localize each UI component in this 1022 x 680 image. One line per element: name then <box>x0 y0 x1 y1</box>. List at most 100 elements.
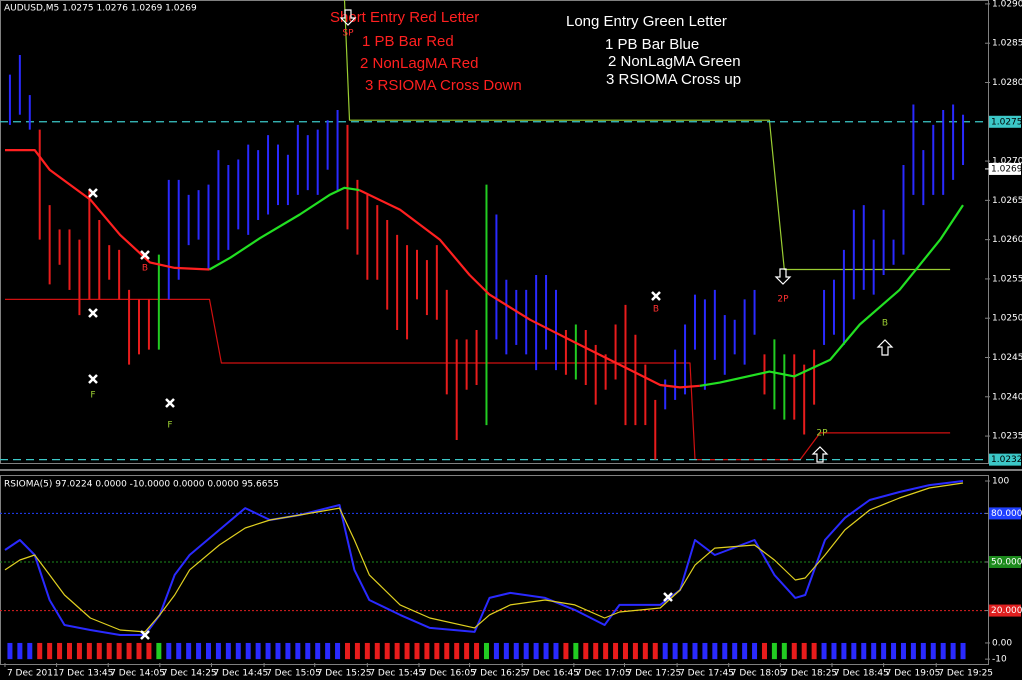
short-item: 1 PB Bar Red <box>362 33 454 50</box>
signal-bar <box>613 642 619 660</box>
signal-bar <box>483 642 489 660</box>
signal-bar <box>37 642 43 660</box>
rsioma-line <box>4 482 964 633</box>
signal-bar <box>563 642 569 660</box>
signal-bar <box>761 642 767 660</box>
signal-bar <box>622 642 628 660</box>
x-tick-label: 7 Dec 18:45 <box>834 669 889 679</box>
signal-bar <box>523 642 529 660</box>
y-tick-label: -10 <box>992 655 1007 665</box>
signal-bar <box>146 642 152 660</box>
signal-bar <box>215 642 221 660</box>
signal-bar <box>543 642 549 660</box>
long-item: 3 RSIOMA Cross up <box>606 71 741 88</box>
signal-bar <box>891 642 897 660</box>
signal-bar <box>791 642 797 660</box>
symbol-header: AUDUSD,M5 1.0275 1.0276 1.0269 1.0269 <box>4 4 197 14</box>
x-tick-label: 7 Dec 19:25 <box>938 669 993 679</box>
signal-bar <box>335 642 341 660</box>
x-tick-label: 7 Dec 14:05 <box>110 669 165 679</box>
marker-letter: B <box>142 264 148 274</box>
axis-highlight-label: 50.0000 <box>991 557 1022 567</box>
signal-bar <box>940 642 946 660</box>
y-tick-label: 1.0270 <box>992 157 1022 167</box>
x-tick-label: 7 Dec 13:45 <box>59 669 114 679</box>
cross <box>140 250 150 260</box>
signal-bar <box>553 642 559 660</box>
cross <box>140 630 150 640</box>
y-tick-label: 1.0255 <box>992 274 1022 284</box>
signal-bar <box>930 642 936 660</box>
signal-bar <box>394 642 400 660</box>
signal-bar <box>364 642 370 660</box>
signal-bar <box>126 642 132 660</box>
axis-label-bg <box>989 115 1021 128</box>
signal-bar <box>176 642 182 660</box>
signal-bar <box>503 642 509 660</box>
y-tick-label: 1.0280 <box>992 78 1022 88</box>
signal-bar <box>305 642 311 660</box>
marker-letter: F <box>167 421 172 431</box>
signal-bar <box>27 642 33 660</box>
x-tick-label: 7 Dec 14:45 <box>213 669 268 679</box>
signal-bar <box>811 642 817 660</box>
signal-bar <box>632 642 638 660</box>
axis-label-bg <box>989 555 1021 568</box>
signal-bar <box>196 642 202 660</box>
signal-bar <box>910 642 916 660</box>
nonlag-ma <box>699 204 964 387</box>
x-tick-label: 7 Dec 15:25 <box>317 669 372 679</box>
signal-bar <box>513 642 519 660</box>
signal-bar <box>722 642 728 660</box>
signal-bar <box>801 642 807 660</box>
marker-letter: B <box>653 305 659 315</box>
marker-letter: 2P <box>816 429 828 439</box>
signal-bar <box>374 642 380 660</box>
signal-bar <box>881 642 887 660</box>
marker-letter: 2P <box>777 295 789 305</box>
signal-bar <box>354 642 360 660</box>
signal-bar <box>920 642 926 660</box>
signal-bar <box>225 642 231 660</box>
axis-highlight-label: 80.0000 <box>991 509 1022 519</box>
signal-bar <box>642 642 648 660</box>
signal-bar <box>900 642 906 660</box>
x-tick-label: 7 Dec 18:25 <box>782 669 837 679</box>
x-tick-label: 7 Dec 16:25 <box>472 669 527 679</box>
signal-bar <box>493 642 499 660</box>
x-tick-label: 7 Dec 16:05 <box>421 669 476 679</box>
axis-label-bg <box>989 453 1021 466</box>
long-title: Long Entry Green Letter <box>566 13 727 30</box>
signal-bar <box>732 642 738 660</box>
signal-bar <box>404 642 410 660</box>
rsioma-line <box>4 480 964 636</box>
signal-bar <box>444 642 450 660</box>
down-arrow <box>774 268 792 285</box>
x-tick-label: 7 Dec 17:25 <box>626 669 681 679</box>
signal-bar <box>464 642 470 660</box>
y-tick-label: 1.0265 <box>992 196 1022 206</box>
axis-highlight-label: 20.0000 <box>991 606 1022 616</box>
up-arrow <box>876 339 894 356</box>
x-tick-label: 7 Dec 17:05 <box>576 669 631 679</box>
axis-label-bg <box>989 162 1021 175</box>
signal-bar <box>47 642 53 660</box>
signal-bar <box>672 642 678 660</box>
signal-bar <box>106 642 112 660</box>
signal-bar <box>136 642 142 660</box>
axis-label-bg <box>989 604 1021 617</box>
signal-bar <box>841 642 847 660</box>
signal-bar <box>7 642 13 660</box>
signal-bar <box>682 642 688 660</box>
cross <box>88 308 98 318</box>
signal-bar <box>156 642 162 660</box>
signal-bar <box>712 642 718 660</box>
x-tick-label: 7 Dec 14:25 <box>162 669 217 679</box>
signal-bar <box>474 642 480 660</box>
axis-highlight-label: 1.0269 <box>991 164 1022 174</box>
signal-bar <box>583 642 589 660</box>
signal-bar <box>66 642 72 660</box>
